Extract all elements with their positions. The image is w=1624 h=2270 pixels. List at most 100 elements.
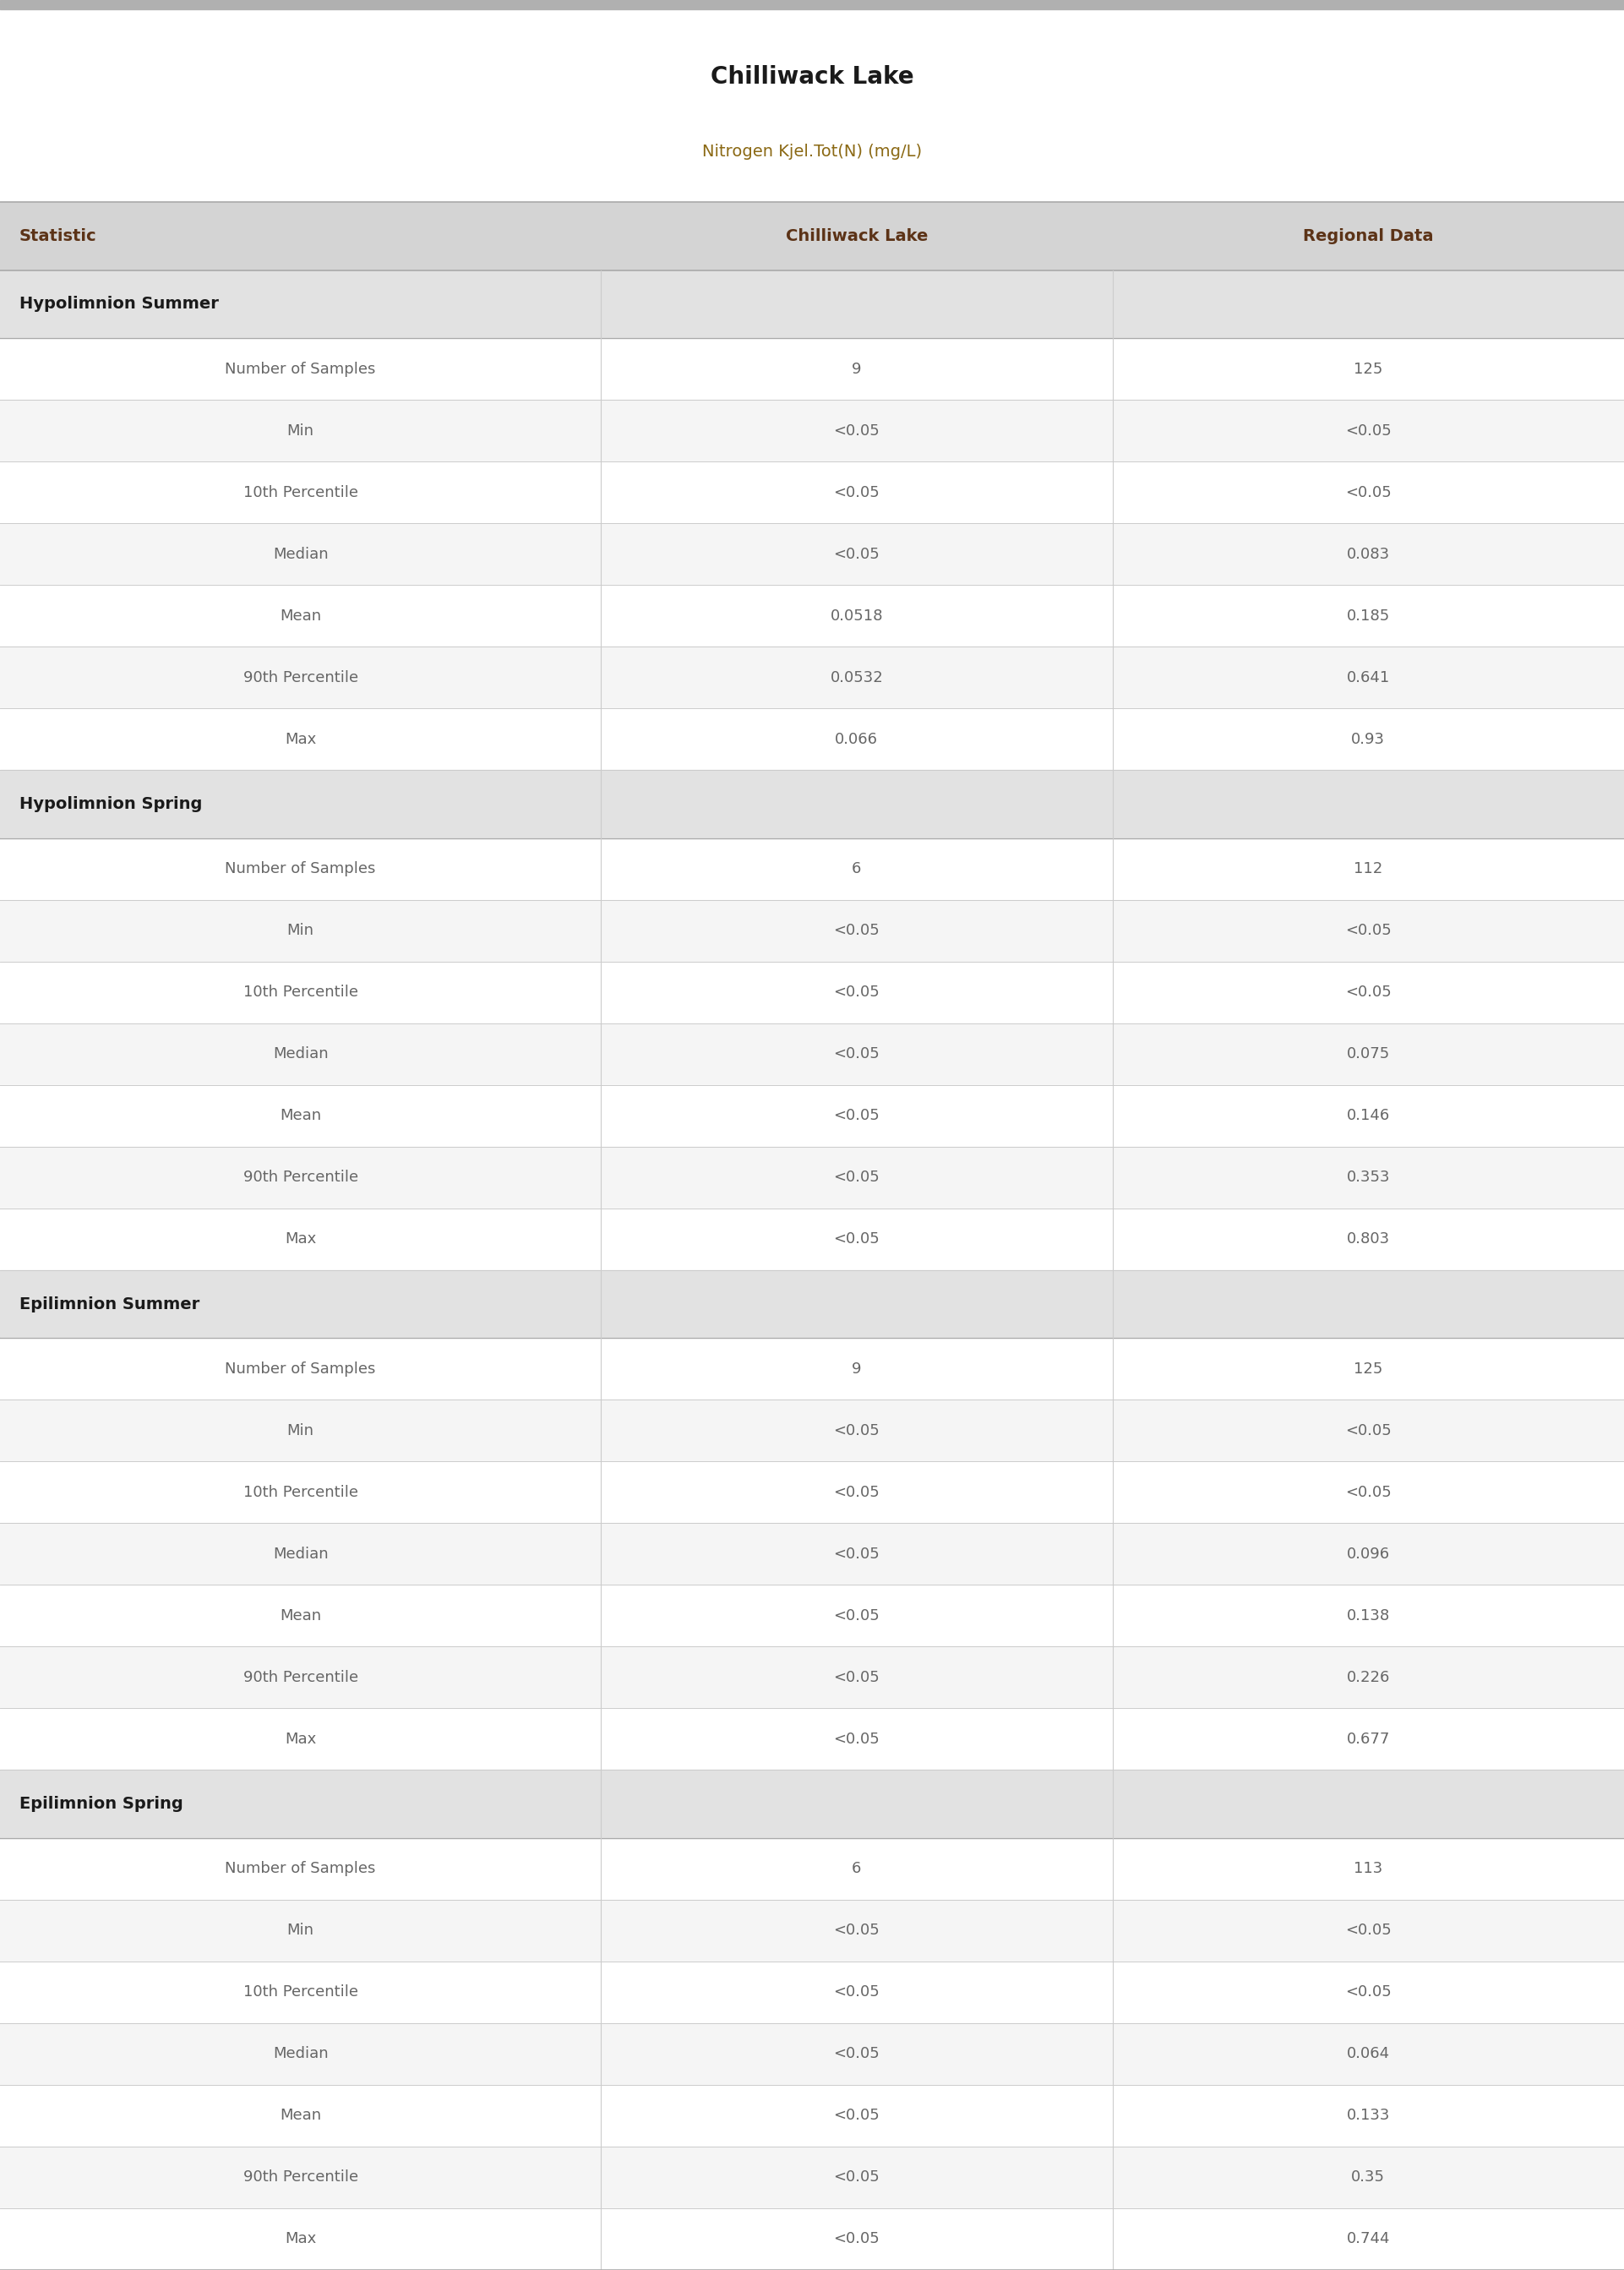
Text: 0.803: 0.803 [1346, 1233, 1390, 1246]
Bar [0, 0, 1624, 9]
Text: Min: Min [287, 1423, 313, 1439]
Text: Epilimnion Summer: Epilimnion Summer [19, 1296, 200, 1312]
Bar [0, 1208, 1624, 1269]
Text: 0.93: 0.93 [1351, 731, 1385, 747]
Text: 0.677: 0.677 [1346, 1732, 1390, 1748]
Text: <0.05: <0.05 [833, 1233, 880, 1246]
Text: <0.05: <0.05 [833, 1169, 880, 1185]
Text: <0.05: <0.05 [1345, 486, 1392, 499]
Bar [0, 838, 1624, 899]
Bar [0, 1771, 1624, 1839]
Text: Number of Samples: Number of Samples [226, 1861, 375, 1877]
Bar [0, 461, 1624, 524]
Text: 0.226: 0.226 [1346, 1671, 1390, 1684]
Text: Epilimnion Spring: Epilimnion Spring [19, 1796, 184, 1811]
Text: 10th Percentile: 10th Percentile [244, 1485, 357, 1500]
Text: <0.05: <0.05 [833, 547, 880, 561]
Text: Max: Max [284, 731, 317, 747]
Text: Statistic: Statistic [19, 227, 97, 245]
Text: Number of Samples: Number of Samples [226, 1362, 375, 1376]
Text: <0.05: <0.05 [833, 2109, 880, 2122]
Text: Number of Samples: Number of Samples [226, 361, 375, 377]
Text: 0.744: 0.744 [1346, 2231, 1390, 2247]
Text: Min: Min [287, 924, 313, 938]
Text: <0.05: <0.05 [833, 1485, 880, 1500]
Text: 113: 113 [1354, 1861, 1382, 1877]
Text: 0.353: 0.353 [1346, 1169, 1390, 1185]
Text: 0.066: 0.066 [835, 731, 879, 747]
Bar [0, 1961, 1624, 2023]
Text: Median: Median [273, 1546, 328, 1562]
Bar [0, 1900, 1624, 1961]
Bar [0, 1839, 1624, 1900]
Text: Mean: Mean [279, 1607, 322, 1623]
Text: <0.05: <0.05 [1345, 422, 1392, 438]
Bar [0, 962, 1624, 1024]
Text: 90th Percentile: 90th Percentile [244, 670, 357, 686]
Text: 9: 9 [853, 1362, 861, 1376]
Bar [0, 1269, 1624, 1337]
Text: Number of Samples: Number of Samples [226, 860, 375, 876]
Bar [0, 400, 1624, 461]
Text: <0.05: <0.05 [833, 422, 880, 438]
Bar [0, 1146, 1624, 1208]
Text: <0.05: <0.05 [833, 1984, 880, 2000]
Text: 0.0532: 0.0532 [830, 670, 883, 686]
Text: <0.05: <0.05 [833, 1423, 880, 1439]
Bar [0, 899, 1624, 962]
Text: <0.05: <0.05 [833, 1607, 880, 1623]
Text: <0.05: <0.05 [1345, 1423, 1392, 1439]
Text: Median: Median [273, 2048, 328, 2061]
Bar [0, 1523, 1624, 1584]
Text: Regional Data: Regional Data [1302, 227, 1434, 245]
Text: Nitrogen Kjel.Tot(N) (mg/L): Nitrogen Kjel.Tot(N) (mg/L) [702, 143, 922, 161]
Text: <0.05: <0.05 [1345, 1984, 1392, 2000]
Text: 0.064: 0.064 [1346, 2048, 1390, 2061]
Text: <0.05: <0.05 [833, 486, 880, 499]
Text: <0.05: <0.05 [833, 1732, 880, 1748]
Text: 9: 9 [853, 361, 861, 377]
Text: 0.133: 0.133 [1346, 2109, 1390, 2122]
Text: Mean: Mean [279, 608, 322, 624]
Text: Max: Max [284, 2231, 317, 2247]
Text: 0.0518: 0.0518 [830, 608, 883, 624]
Text: <0.05: <0.05 [1345, 1485, 1392, 1500]
Text: Mean: Mean [279, 2109, 322, 2122]
Bar [0, 2023, 1624, 2084]
Text: 6: 6 [853, 1861, 861, 1877]
Bar [0, 1024, 1624, 1085]
Text: 0.096: 0.096 [1346, 1546, 1390, 1562]
Bar [0, 2147, 1624, 2209]
Text: Hypolimnion Spring: Hypolimnion Spring [19, 797, 203, 813]
Text: 90th Percentile: 90th Percentile [244, 1169, 357, 1185]
Text: 0.35: 0.35 [1351, 2170, 1385, 2186]
Bar [0, 708, 1624, 770]
Text: 0.083: 0.083 [1346, 547, 1390, 561]
Text: <0.05: <0.05 [833, 1671, 880, 1684]
Bar [0, 1646, 1624, 1709]
Bar [0, 2084, 1624, 2147]
Bar [0, 1584, 1624, 1646]
Text: 0.641: 0.641 [1346, 670, 1390, 686]
Bar [0, 1709, 1624, 1771]
Text: 6: 6 [853, 860, 861, 876]
Text: 10th Percentile: 10th Percentile [244, 985, 357, 1001]
Bar [0, 770, 1624, 838]
Bar [0, 2209, 1624, 2270]
Text: Mean: Mean [279, 1108, 322, 1124]
Bar [0, 524, 1624, 586]
Text: <0.05: <0.05 [833, 1923, 880, 1939]
Text: <0.05: <0.05 [833, 2170, 880, 2186]
Text: <0.05: <0.05 [833, 985, 880, 1001]
Text: 10th Percentile: 10th Percentile [244, 1984, 357, 2000]
Text: Chilliwack Lake: Chilliwack Lake [786, 227, 927, 245]
Text: 90th Percentile: 90th Percentile [244, 1671, 357, 1684]
Text: <0.05: <0.05 [833, 924, 880, 938]
Text: 10th Percentile: 10th Percentile [244, 486, 357, 499]
Bar [0, 270, 1624, 338]
Text: <0.05: <0.05 [833, 1108, 880, 1124]
Text: <0.05: <0.05 [833, 2231, 880, 2247]
Text: <0.05: <0.05 [833, 1046, 880, 1062]
Text: <0.05: <0.05 [1345, 1923, 1392, 1939]
Bar [0, 1462, 1624, 1523]
